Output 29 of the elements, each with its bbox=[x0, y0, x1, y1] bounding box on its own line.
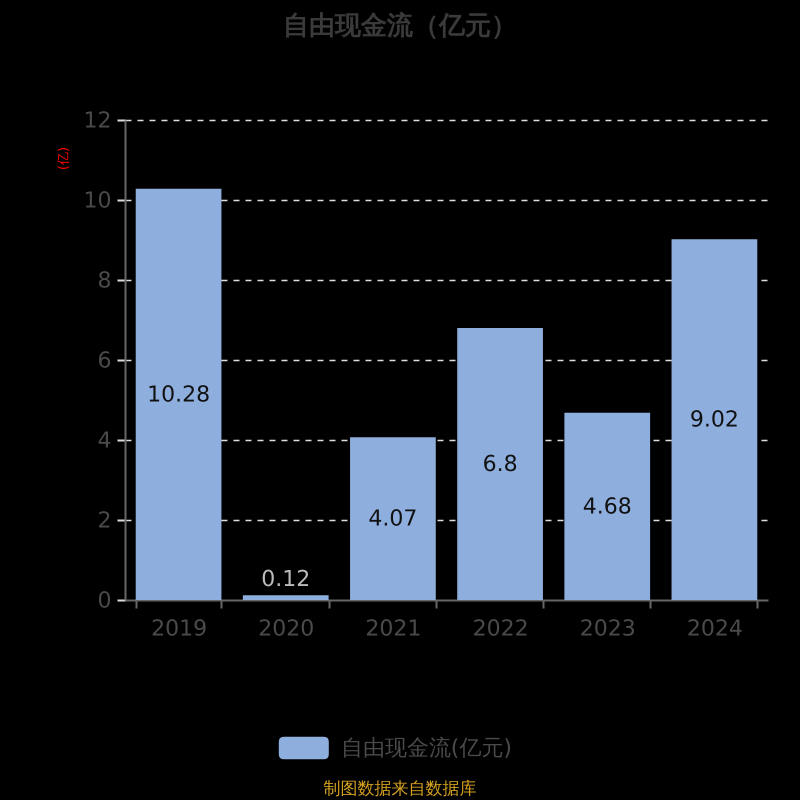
x-tick-label: 2024 bbox=[686, 616, 743, 642]
text: 制图数据来自数据库 bbox=[324, 779, 476, 799]
x-tick-label: 2021 bbox=[365, 616, 422, 642]
data-label: 4.07 bbox=[368, 506, 418, 532]
chart-title: 自由现金流（亿元） bbox=[283, 11, 517, 41]
data-label: 9.02 bbox=[690, 408, 739, 433]
y-tick-label: 4 bbox=[98, 428, 112, 454]
bar bbox=[564, 412, 650, 600]
y-tick-label: 12 bbox=[84, 108, 112, 134]
y-tick-label: 8 bbox=[98, 268, 112, 294]
bar bbox=[350, 437, 436, 600]
y-tick-label: 0 bbox=[98, 588, 112, 614]
x-tick-label: 2019 bbox=[151, 616, 208, 642]
data-label: 0.12 bbox=[261, 567, 310, 592]
x-tick-label: 2022 bbox=[472, 616, 529, 642]
legend-label: 自由现金流(亿元) bbox=[340, 736, 512, 761]
data-label: 4.68 bbox=[582, 494, 632, 520]
y-tick-label: 2 bbox=[98, 508, 112, 534]
x-tick-label: 2020 bbox=[258, 616, 314, 642]
bar bbox=[672, 239, 758, 600]
x-tick-label: 2023 bbox=[580, 616, 636, 642]
y-tick-label: 6 bbox=[98, 348, 112, 374]
bar bbox=[457, 328, 543, 600]
bar bbox=[136, 188, 222, 600]
y-tick-label: 10 bbox=[84, 188, 112, 214]
data-label: 10.28 bbox=[147, 382, 210, 408]
bar bbox=[242, 595, 329, 600]
y-axis-title: (亿) bbox=[56, 146, 72, 170]
data-label: 6.8 bbox=[482, 452, 518, 477]
